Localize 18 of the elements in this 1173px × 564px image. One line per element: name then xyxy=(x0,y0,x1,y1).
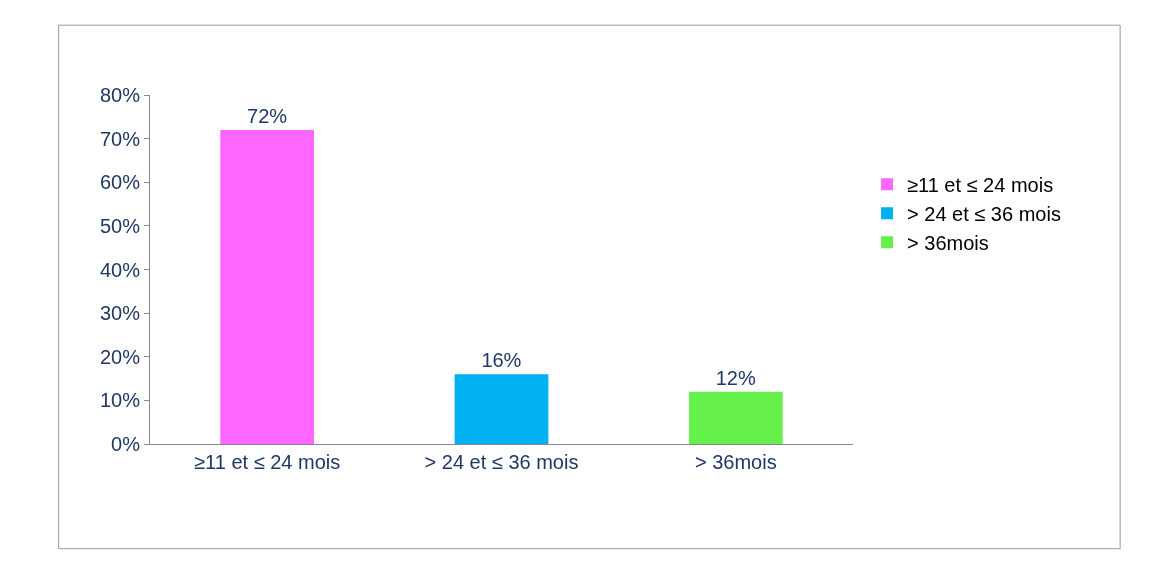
y-tick-label: 20% xyxy=(99,345,141,368)
y-tick-label: 0% xyxy=(111,433,141,455)
data-label: 12% xyxy=(715,366,756,389)
y-tick-label: 50% xyxy=(99,214,141,237)
legend-label: > 24 et ≤ 36 mois xyxy=(907,203,1061,226)
y-tick-label: 10% xyxy=(99,389,141,412)
data-label: 16% xyxy=(481,349,522,372)
y-tick-label: 70% xyxy=(99,127,141,150)
y-tick-label: 60% xyxy=(99,171,141,194)
y-tick-label: 80% xyxy=(99,84,141,106)
x-tick-label: ≥11 et ≤ 24 mois xyxy=(194,451,341,473)
y-tick-label: 40% xyxy=(99,258,141,281)
y-tick-label: 30% xyxy=(99,302,141,325)
data-label: 72% xyxy=(247,104,288,127)
x-tick-label: > 24 et ≤ 36 mois xyxy=(424,451,579,473)
x-tick-label: > 36mois xyxy=(694,451,777,473)
legend-label: ≥11 et ≤ 24 mois xyxy=(907,174,1054,197)
legend-label: > 36mois xyxy=(907,232,989,255)
